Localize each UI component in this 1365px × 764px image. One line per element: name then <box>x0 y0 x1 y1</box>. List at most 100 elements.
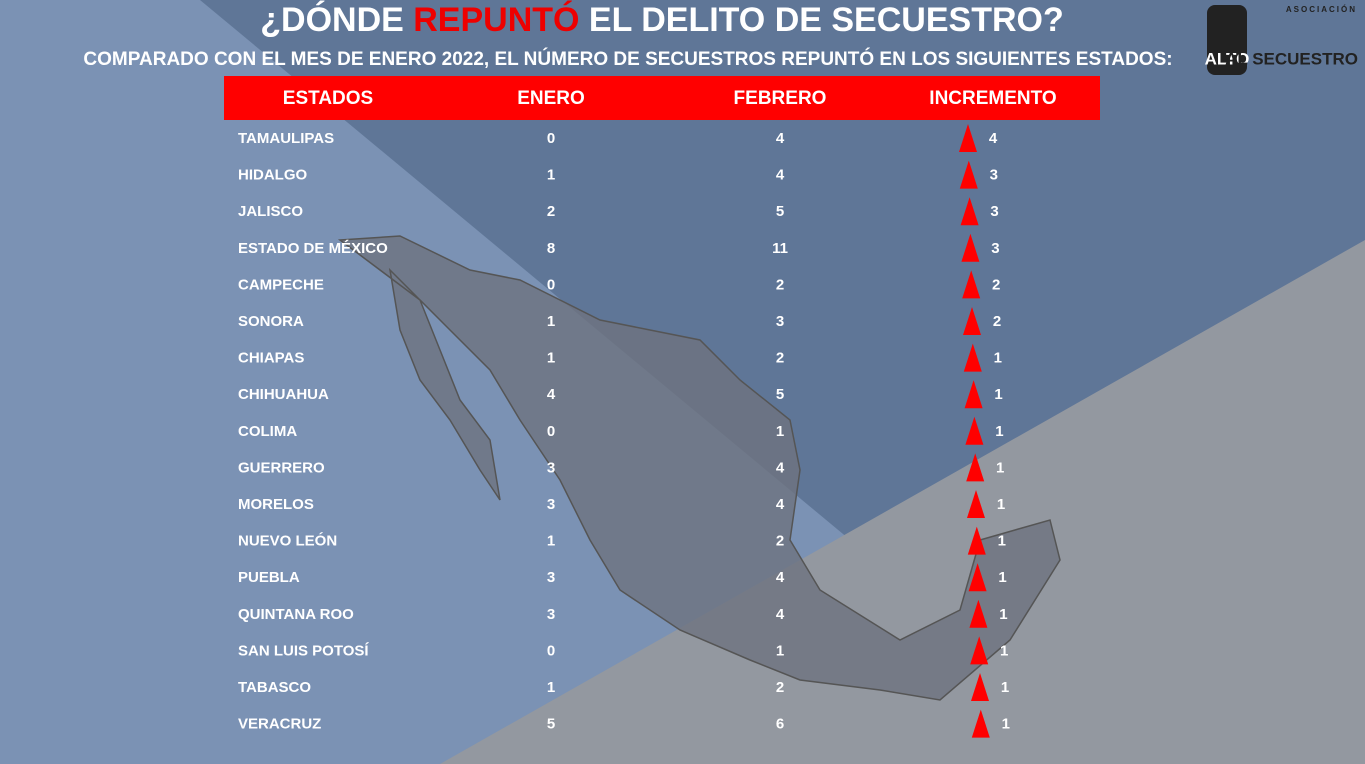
enero-value: 3 <box>547 606 555 623</box>
state-name: MORELOS <box>238 496 314 513</box>
increment-value: 3 <box>990 167 998 184</box>
enero-value: 3 <box>547 459 555 476</box>
febrero-value: 4 <box>776 606 785 623</box>
increment-value: 1 <box>996 459 1004 476</box>
increment-value: 1 <box>994 350 1002 367</box>
map-mexico <box>337 235 1061 701</box>
column-header: FEBRERO <box>734 88 827 109</box>
enero-value: 0 <box>547 642 555 659</box>
increment-value: 1 <box>1002 716 1010 733</box>
increment-value: 2 <box>992 276 1000 293</box>
enero-value: 8 <box>547 240 555 257</box>
table: ESTADOS ENERO FEBRERO INCREMENTO TAMAULIPAS 0… <box>238 88 1057 738</box>
enero-value: 1 <box>547 350 555 367</box>
logo: ASOCIACIÓN ALTO AL SECUESTRO <box>1205 5 1358 75</box>
increment-value: 1 <box>998 569 1006 586</box>
logo-left: ALTO <box>1205 49 1250 68</box>
enero-value: 2 <box>547 203 555 220</box>
enero-value: 3 <box>547 569 555 586</box>
state-name: NUEVO LEÓN <box>238 532 337 550</box>
state-name: SAN LUIS POTOSÍ <box>238 642 369 659</box>
febrero-value: 4 <box>776 496 785 513</box>
increase-arrow <box>959 124 977 152</box>
increase-arrow <box>967 526 986 555</box>
logo-right: AL SECUESTRO <box>1225 49 1358 68</box>
enero-value: 0 <box>547 276 555 293</box>
column-header: ENERO <box>517 88 585 109</box>
column-header: INCREMENTO <box>929 88 1056 109</box>
febrero-value: 11 <box>772 240 788 257</box>
febrero-value: 4 <box>776 459 785 476</box>
increase-arrow <box>968 563 987 592</box>
enero-value: 3 <box>547 496 555 513</box>
febrero-value: 4 <box>776 130 785 147</box>
febrero-value: 2 <box>776 350 784 367</box>
state-name: ESTADO DE MÉXICO <box>238 240 388 257</box>
enero-value: 1 <box>547 533 555 550</box>
state-name: SONORA <box>238 313 304 330</box>
increment-value: 3 <box>990 203 998 220</box>
increment-value: 4 <box>989 130 998 147</box>
background-gray <box>440 240 1365 764</box>
febrero-value: 1 <box>776 423 784 440</box>
increment-value: 2 <box>993 313 1001 330</box>
column-header: ESTADOS <box>283 88 373 109</box>
enero-value: 5 <box>547 716 555 733</box>
increase-arrow <box>965 416 984 445</box>
febrero-value: 4 <box>776 569 785 586</box>
febrero-value: 2 <box>776 533 784 550</box>
state-name: JALISCO <box>238 203 303 220</box>
increment-value: 1 <box>997 496 1005 513</box>
increase-arrow <box>971 709 990 738</box>
state-name: COLIMA <box>238 423 297 440</box>
logo-top: ASOCIACIÓN <box>1286 5 1357 14</box>
increase-arrow <box>964 380 983 409</box>
title-part: EL DELITO DE SECUESTRO? <box>579 1 1063 39</box>
table-header <box>224 76 1100 120</box>
febrero-value: 5 <box>776 203 784 220</box>
febrero-value: 3 <box>776 313 784 330</box>
increase-arrow <box>960 197 979 226</box>
increment-value: 1 <box>994 386 1002 403</box>
increase-arrow <box>962 270 981 299</box>
enero-value: 0 <box>547 423 555 440</box>
increase-arrow <box>963 343 982 372</box>
increment-value: 1 <box>998 533 1006 550</box>
enero-value: 0 <box>547 130 555 147</box>
increment-value: 1 <box>995 423 1003 440</box>
state-name: CHIHUAHUA <box>238 386 329 403</box>
enero-value: 1 <box>547 313 555 330</box>
increase-arrow <box>970 636 989 665</box>
state-name: CHIAPAS <box>238 350 304 367</box>
increment-value: 1 <box>1000 642 1008 659</box>
state-name: TAMAULIPAS <box>238 130 334 147</box>
state-name: TABASCO <box>238 679 311 696</box>
enero-value: 1 <box>547 679 555 696</box>
increment-value: 1 <box>1001 679 1009 696</box>
title-part: ¿DÓNDE <box>260 1 413 39</box>
increase-arrow <box>967 490 985 518</box>
enero-value: 4 <box>547 386 556 403</box>
febrero-value: 4 <box>776 167 785 184</box>
increase-arrow <box>963 307 981 335</box>
increase-arrow <box>971 673 989 701</box>
state-name: HIDALGO <box>238 167 307 184</box>
state-name: GUERRERO <box>238 459 325 476</box>
febrero-value: 1 <box>776 642 784 659</box>
enero-value: 1 <box>547 167 555 184</box>
state-name: VERACRUZ <box>238 716 321 733</box>
state-name: QUINTANA ROO <box>238 606 354 623</box>
title: ¿DÓNDE REPUNTÓ EL DELITO DE SECUESTRO? <box>260 1 1064 39</box>
increase-arrow <box>959 160 978 189</box>
logo-hand <box>1207 5 1247 75</box>
febrero-value: 2 <box>776 276 784 293</box>
febrero-value: 2 <box>776 679 784 696</box>
increase-arrow <box>966 453 985 482</box>
increment-value: 3 <box>991 240 999 257</box>
title-highlight: REPUNTÓ <box>413 1 579 39</box>
subtitle: COMPARADO CON EL MES DE ENERO 2022, EL N… <box>83 48 1172 70</box>
increment-value: 1 <box>999 606 1007 623</box>
increase-arrow <box>969 599 988 628</box>
febrero-value: 6 <box>776 716 784 733</box>
